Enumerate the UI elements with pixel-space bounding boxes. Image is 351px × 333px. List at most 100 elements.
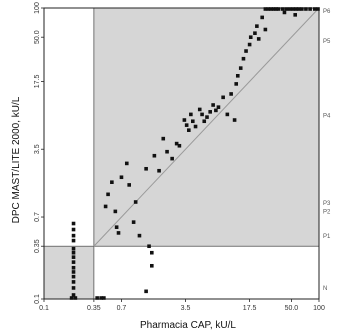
- data-point-76: [271, 7, 276, 11]
- data-point-65: [244, 49, 248, 53]
- class-label-2: P4: [323, 113, 331, 119]
- data-point-7: [71, 260, 76, 264]
- data-point-9: [71, 270, 76, 274]
- data-point-17: [99, 296, 103, 300]
- data-point-10: [71, 274, 76, 279]
- data-point-77: [274, 7, 278, 11]
- reference-line: [93, 7, 320, 247]
- data-point-13: [71, 293, 76, 297]
- y-tick-label-3: 3.5: [34, 144, 41, 154]
- y-tick-label-5: 50.0: [34, 30, 41, 44]
- data-point-61: [234, 82, 239, 86]
- data-point-75: [269, 7, 273, 11]
- data-point-14: [69, 296, 74, 300]
- data-point-45: [187, 128, 191, 132]
- data-point-27: [127, 183, 131, 187]
- data-point-46: [189, 112, 193, 117]
- data-point-51: [202, 119, 207, 124]
- data-point-64: [241, 56, 246, 61]
- data-point-90: [282, 10, 287, 15]
- data-point-49: [197, 107, 202, 112]
- data-point-34: [147, 244, 151, 249]
- data-point-3: [71, 238, 76, 243]
- data-point-26: [124, 161, 129, 166]
- data-point-60: [232, 118, 237, 122]
- class-label-1: P5: [323, 39, 331, 45]
- y-tick-label-1: 0.35: [34, 239, 41, 253]
- data-point-5: [71, 250, 76, 255]
- data-point-68: [253, 31, 257, 35]
- data-point-70: [256, 37, 261, 41]
- data-point-18: [102, 296, 106, 300]
- data-point-39: [165, 149, 169, 154]
- data-point-74: [266, 7, 271, 11]
- data-point-44: [184, 123, 189, 127]
- class-label-6: N: [323, 286, 327, 292]
- y-tick-label-0: 0.1: [34, 294, 41, 304]
- data-point-79: [280, 7, 285, 11]
- data-point-36: [152, 153, 157, 158]
- x-tick-label-0: 0.1: [39, 305, 49, 312]
- class-label-4: P2: [323, 210, 331, 216]
- data-point-81: [287, 7, 292, 11]
- data-point-28: [131, 220, 136, 224]
- data-point-35: [144, 166, 148, 171]
- data-point-66: [247, 42, 252, 47]
- data-point-11: [71, 280, 76, 284]
- data-point-25: [119, 175, 124, 180]
- data-points: [69, 7, 320, 300]
- data-point-42: [177, 143, 182, 148]
- data-point-47: [190, 119, 195, 124]
- data-point-22: [113, 209, 118, 214]
- data-point-72: [263, 27, 268, 32]
- data-point-4: [71, 246, 76, 251]
- x-tick-label-2: 0.7: [117, 305, 127, 312]
- data-point-41: [174, 141, 179, 146]
- data-point-78: [276, 7, 281, 11]
- data-point-63: [238, 66, 243, 70]
- data-point-89: [316, 7, 320, 11]
- data-point-85: [300, 7, 304, 11]
- data-point-33: [150, 250, 154, 255]
- data-point-24: [116, 231, 121, 235]
- data-point-87: [308, 7, 312, 11]
- data-point-88: [313, 7, 317, 11]
- data-point-37: [157, 168, 161, 173]
- data-point-31: [144, 289, 148, 294]
- data-point-16: [95, 296, 99, 300]
- data-point-48: [193, 124, 198, 129]
- data-point-83: [294, 7, 298, 11]
- data-point-50: [200, 112, 204, 117]
- x-axis-ticks: 0.1 0.35 0.7 3.5 17.5 50.0 100: [39, 299, 325, 312]
- data-point-71: [260, 15, 264, 20]
- y-tick-label-6: 100: [34, 2, 41, 14]
- data-point-40: [170, 156, 174, 161]
- x-tick-label-6: 100: [313, 305, 325, 312]
- class-label-5: P1: [323, 234, 331, 240]
- x-axis-title: Pharmacia CAP, kU/L: [140, 320, 236, 331]
- data-point-82: [291, 7, 295, 11]
- class-label-3: P3: [323, 201, 331, 207]
- data-point-21: [110, 180, 114, 185]
- x-tick-label-3: 3.5: [181, 305, 191, 312]
- data-point-58: [225, 112, 230, 117]
- data-point-2: [71, 233, 76, 238]
- data-point-59: [229, 92, 233, 96]
- data-point-84: [296, 7, 301, 11]
- data-point-12: [71, 286, 76, 290]
- data-point-32: [150, 263, 154, 268]
- data-point-15: [73, 296, 78, 300]
- data-point-29: [133, 200, 138, 204]
- data-point-20: [106, 192, 110, 197]
- class-label-0: P6: [323, 9, 331, 15]
- data-point-52: [205, 115, 209, 119]
- data-point-86: [304, 7, 308, 11]
- data-point-67: [248, 35, 253, 39]
- data-point-55: [214, 108, 218, 113]
- y-tick-label-2: 0.7: [34, 212, 41, 222]
- y-axis-title: DPC MAST/LITE 2000, kU/L: [11, 96, 22, 223]
- data-point-0: [71, 221, 76, 226]
- data-point-91: [293, 13, 297, 17]
- data-point-53: [208, 110, 212, 114]
